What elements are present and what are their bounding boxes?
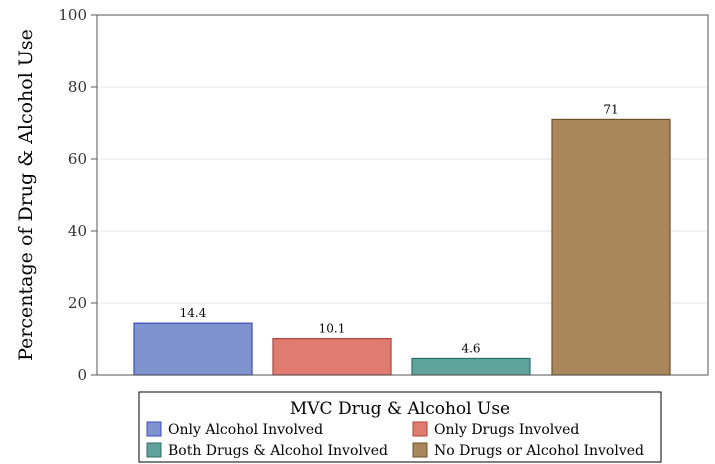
legend: MVC Drug & Alcohol Use Only Alcohol Invo… <box>138 391 662 463</box>
bar-3 <box>411 357 531 376</box>
plot-frame <box>96 14 709 376</box>
legend-swatch <box>412 442 428 458</box>
bars <box>133 118 671 376</box>
bar-4 <box>551 118 671 376</box>
y-axis: 0 20 40 60 80 100 <box>58 6 97 384</box>
legend-swatch <box>146 442 162 458</box>
bar-value-label: 10.1 <box>319 322 346 336</box>
y-tick-label: 40 <box>68 222 87 240</box>
data-labels: 14.4 10.1 4.6 71 <box>180 102 619 355</box>
y-tick-label: 20 <box>68 294 87 312</box>
legend-entry-label: No Drugs or Alcohol Involved <box>434 443 644 459</box>
y-axis-label: Percentage of Drug & Alcohol Use <box>15 29 37 361</box>
y-tick-label: 0 <box>77 366 87 384</box>
bar-value-label: 71 <box>603 102 618 116</box>
legend-entry-label: Only Alcohol Involved <box>168 422 323 438</box>
bar-1 <box>133 322 253 376</box>
legend-swatch <box>146 421 162 437</box>
legend-title: MVC Drug & Alcohol Use <box>290 399 510 419</box>
y-tick-label: 80 <box>68 78 87 96</box>
legend-swatch <box>412 421 428 437</box>
bar-value-label: 14.4 <box>180 306 207 320</box>
legend-entry-label: Only Drugs Involved <box>434 422 579 438</box>
legend-entry-label: Both Drugs & Alcohol Involved <box>168 443 388 459</box>
bar-value-label: 4.6 <box>461 341 480 355</box>
legend-entries: Only Alcohol Involved Only Drugs Involved… <box>146 421 644 459</box>
y-tick-label: 60 <box>68 150 87 168</box>
bar-2 <box>272 338 392 376</box>
legend-frame <box>138 391 662 463</box>
y-tick-label: 100 <box>58 6 87 24</box>
